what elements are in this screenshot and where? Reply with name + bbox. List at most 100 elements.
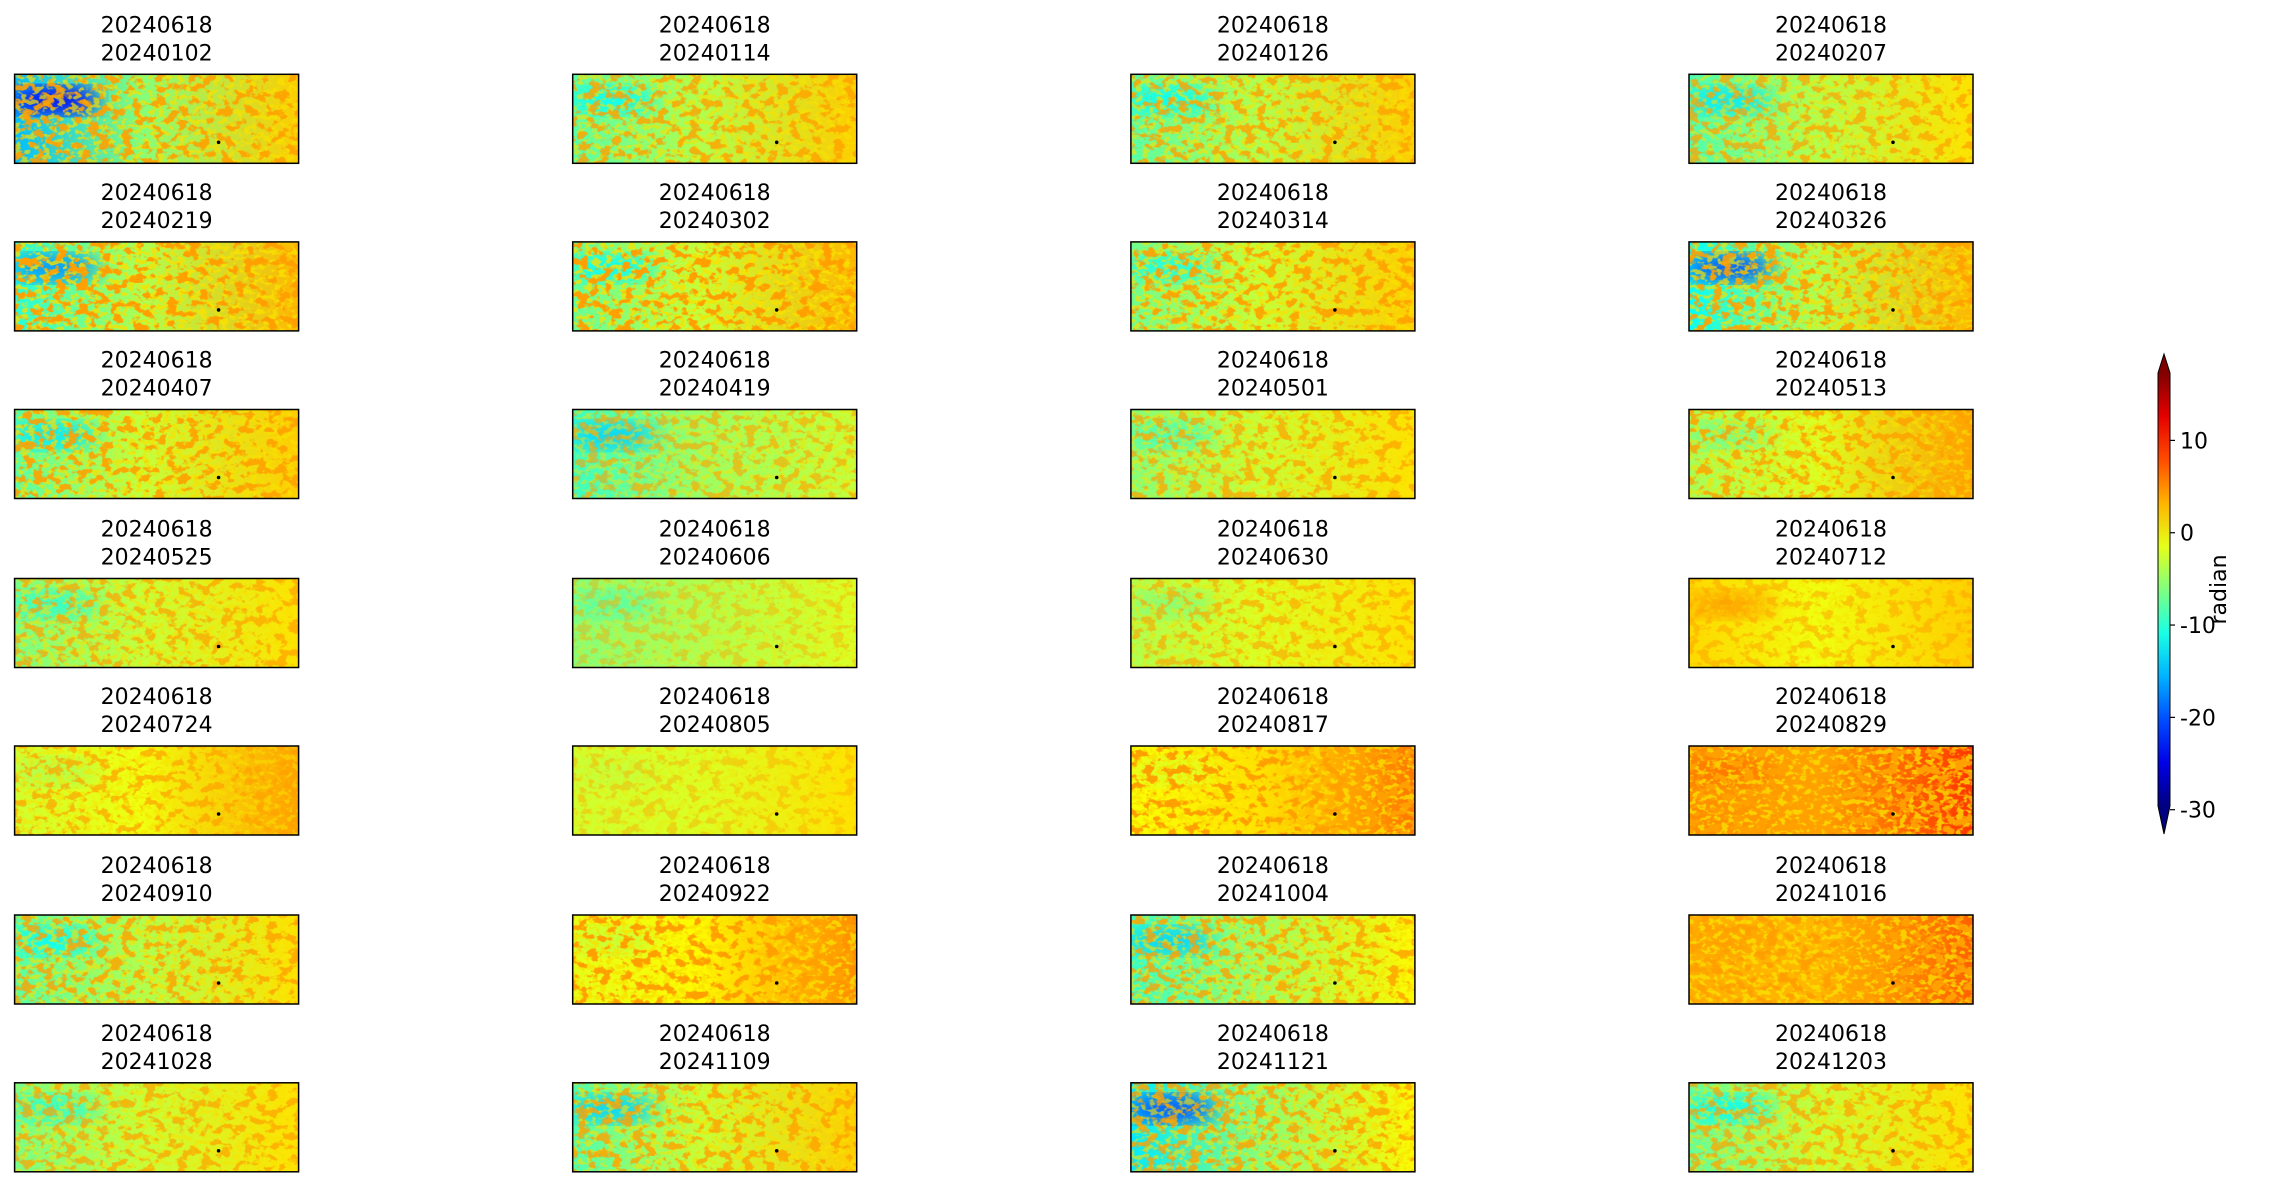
panel-image <box>572 409 857 499</box>
image-speckle <box>1130 746 1415 835</box>
reference-point <box>216 308 221 312</box>
panel-frame <box>571 745 858 836</box>
panel-image <box>572 746 857 835</box>
image-speckle <box>14 1082 299 1172</box>
reference-point <box>216 140 221 145</box>
panel-frame <box>13 745 300 836</box>
image-speckle <box>1689 578 1973 668</box>
panel-title: 20241016 <box>1775 882 1887 907</box>
reference-point <box>1333 308 1337 312</box>
panel-frame <box>1130 1082 1416 1173</box>
panel-image <box>1689 1082 1973 1172</box>
panel-title: 20240314 <box>1217 209 1329 234</box>
panel-title: 20240501 <box>1217 377 1329 402</box>
panel-title: 20240407 <box>101 377 213 402</box>
colorbar-frame <box>2157 352 2171 835</box>
panel-image <box>14 409 299 499</box>
reference-point <box>1891 1149 1895 1153</box>
panel-image <box>572 1082 857 1172</box>
panel-title: 20240618 <box>1217 13 1329 38</box>
panel-frame <box>13 241 300 332</box>
panel-image <box>14 1082 299 1172</box>
panel-title: 20241109 <box>659 1050 771 1075</box>
reference-point <box>1891 812 1895 816</box>
reference-point <box>1333 644 1337 649</box>
panel-image <box>1130 1082 1415 1172</box>
panel-title: 20240724 <box>101 713 213 738</box>
panel-title: 20240618 <box>101 518 213 543</box>
image-speckle <box>572 915 857 1004</box>
panel-title: 20240618 <box>659 181 771 206</box>
reference-point <box>1333 812 1337 816</box>
panel-image <box>572 74 857 164</box>
colorbar-extend-bottom <box>2158 806 2170 834</box>
panel-frame <box>13 1082 300 1173</box>
panel-frame <box>571 577 858 669</box>
panel-title: 20240618 <box>1775 349 1887 374</box>
colorbar-tick-label: 10 <box>2180 429 2208 454</box>
panel-title: 20240618 <box>101 181 213 206</box>
panel-frame <box>1130 408 1416 500</box>
panel-title: 20240618 <box>1217 349 1329 374</box>
image-speckle <box>1689 74 1973 164</box>
image-speckle <box>1689 1082 1973 1172</box>
reference-point <box>1333 475 1337 480</box>
colorbar-extend-top <box>2158 354 2170 373</box>
image-speckle <box>572 74 857 164</box>
panel-frame <box>571 1082 858 1173</box>
image-speckle <box>1130 578 1415 668</box>
panel-title: 20240219 <box>101 209 213 234</box>
colorbar-tick-label: 0 <box>2180 522 2194 547</box>
panel-frame <box>1688 408 1974 500</box>
panel-frame <box>1130 914 1416 1005</box>
panel-title: 20240606 <box>659 546 771 571</box>
image-speckle <box>572 1082 857 1172</box>
image-speckle <box>14 74 299 164</box>
panel-title: 20240114 <box>659 41 771 66</box>
panel-frame <box>1688 745 1974 836</box>
panel-frame <box>1688 914 1974 1005</box>
panel-title: 20240618 <box>659 854 771 879</box>
image-speckle <box>14 578 299 668</box>
panel-title: 20241121 <box>1217 1050 1329 1075</box>
image-speckle <box>572 241 857 331</box>
colorbar-tick-label: -30 <box>2180 799 2216 824</box>
reference-point <box>1891 475 1895 480</box>
colorbar-label: radian <box>2207 554 2232 624</box>
image-speckle <box>572 409 857 499</box>
image-speckle <box>1130 241 1415 331</box>
panel-title: 20240618 <box>1775 181 1887 206</box>
image-speckle <box>1130 915 1415 1004</box>
panel-title: 20240618 <box>101 13 213 38</box>
panel-image <box>1130 915 1415 1004</box>
panel-frame <box>1130 73 1416 165</box>
panel-image <box>14 746 299 835</box>
panel-frame <box>1688 73 1974 165</box>
panel-title: 20240618 <box>1775 1022 1887 1047</box>
colorbar-tick-label: -20 <box>2180 706 2216 731</box>
panel-title: 20240910 <box>101 882 213 907</box>
panel-title: 20240302 <box>659 209 771 234</box>
panel-frame <box>13 577 300 669</box>
panel-image <box>1689 915 1973 1004</box>
panel-title: 20241028 <box>101 1050 213 1075</box>
panel-image <box>1130 241 1415 331</box>
panel-frame <box>571 241 858 332</box>
reference-point <box>1891 644 1895 649</box>
panel-image <box>1689 74 1973 164</box>
panel-title: 20240618 <box>101 854 213 879</box>
reference-point <box>1333 1149 1337 1153</box>
reference-point <box>1891 308 1895 312</box>
panel-title: 20240419 <box>659 377 771 402</box>
panel-title: 20240630 <box>1217 546 1329 571</box>
panel-image <box>1689 746 1973 835</box>
reference-point <box>1333 981 1337 985</box>
panel-title: 20240817 <box>1217 713 1329 738</box>
panel-image <box>14 915 299 1004</box>
panel-title: 20240525 <box>101 546 213 571</box>
image-speckle <box>1130 74 1415 164</box>
panel-title: 20240326 <box>1775 209 1887 234</box>
panel-title: 20240618 <box>1217 685 1329 710</box>
panel-frame <box>1688 577 1974 669</box>
panel-image <box>14 74 299 164</box>
